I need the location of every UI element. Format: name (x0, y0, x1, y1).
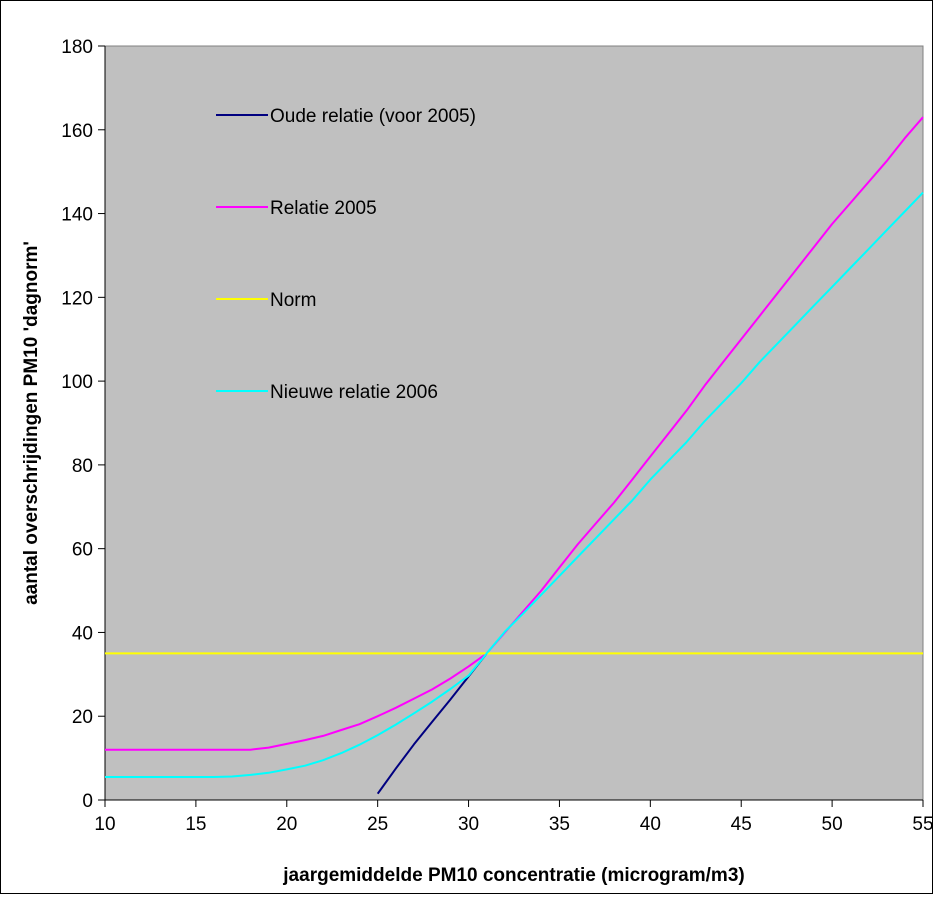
x-axis-title: jaargemiddelde PM10 concentratie (microg… (282, 865, 744, 886)
y-tick-label: 180 (61, 37, 93, 58)
series-line-4 (105, 191, 924, 778)
legend-label-4: Nieuwe relatie 2006 (270, 382, 438, 403)
x-tick-label: 35 (549, 814, 570, 835)
legend-label-2: Relatie 2005 (270, 198, 377, 219)
x-tick-label: 10 (94, 814, 115, 835)
x-tick-label: 20 (276, 814, 297, 835)
legend-label-3: Norm (270, 290, 316, 311)
y-tick-label: 0 (82, 791, 93, 812)
x-axis: 10 15 20 25 30 35 40 45 50 55 (94, 799, 933, 835)
y-tick-label: 80 (72, 456, 93, 477)
y-tick-label: 60 (72, 540, 93, 561)
y-tick-label: 120 (61, 288, 93, 309)
y-tick-label: 160 (61, 121, 93, 142)
legend-label-1: Oude relatie (voor 2005) (270, 106, 476, 127)
series-line-2 (105, 116, 924, 751)
series-layer (105, 116, 924, 795)
y-tick-label: 140 (61, 205, 93, 226)
x-tick-label: 30 (458, 814, 479, 835)
x-tick-label: 50 (822, 814, 843, 835)
y-axis: 0 20 40 60 80 100 120 140 160 180 (61, 37, 106, 812)
x-tick-label: 45 (731, 814, 752, 835)
y-tick-label: 100 (61, 372, 93, 393)
x-tick-label: 40 (640, 814, 661, 835)
plot-area (104, 45, 924, 801)
x-tick-label: 55 (912, 814, 933, 835)
legend: Oude relatie (voor 2005) Relatie 2005 Norm… (216, 106, 476, 403)
y-tick-label: 40 (72, 623, 93, 644)
x-tick-label: 25 (367, 814, 388, 835)
x-tick-label: 15 (185, 814, 206, 835)
y-tick-label: 20 (72, 707, 93, 728)
y-axis-title: aantal overschrijdingen PM10 'dagnorm' (21, 241, 42, 605)
